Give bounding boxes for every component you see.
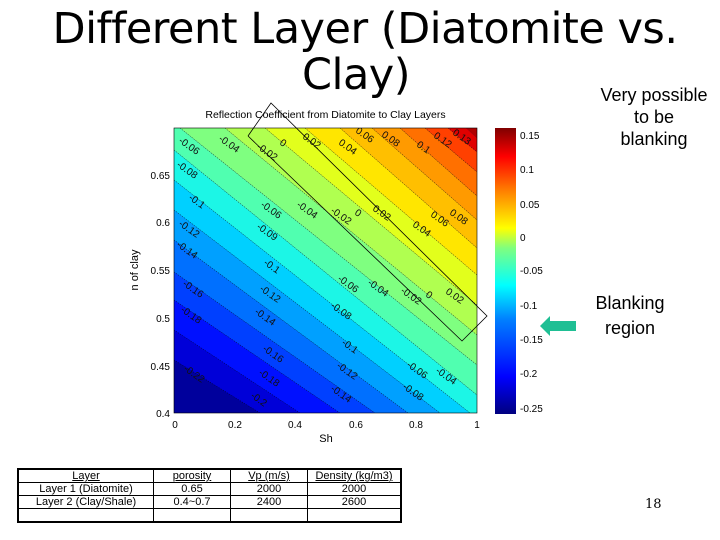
- svg-text:0: 0: [520, 233, 526, 244]
- svg-text:0.6: 0.6: [156, 218, 170, 229]
- table-row: [17, 508, 402, 523]
- plot-frame: [173, 127, 478, 414]
- svg-text:-0.05: -0.05: [520, 266, 543, 277]
- blanking-region-label: Blanking region: [585, 291, 675, 341]
- svg-text:0.2: 0.2: [228, 420, 242, 431]
- table-row: Layer 1 (Diatomite) 0.65 2000 2000: [17, 482, 402, 496]
- header-layer: Layer: [17, 468, 154, 483]
- svg-text:0.15: 0.15: [520, 131, 540, 142]
- blanking-note: Very possible to be blanking: [600, 85, 708, 149]
- svg-text:0.1: 0.1: [520, 165, 534, 176]
- table-header-row: Layer porosity Vp (m/s) Density (kg/m3): [17, 468, 402, 483]
- svg-text:1: 1: [474, 420, 480, 431]
- cell-porosity: [153, 508, 231, 523]
- svg-text:0.45: 0.45: [151, 362, 171, 373]
- svg-text:0.4: 0.4: [156, 409, 170, 420]
- cell-layer: Layer 1 (Diatomite): [17, 482, 154, 496]
- table-row: Layer 2 (Clay/Shale) 0.4~0.7 2400 2600: [17, 495, 402, 509]
- svg-text:-0.15: -0.15: [520, 335, 543, 346]
- cell-layer: [17, 508, 154, 523]
- svg-text:0.6: 0.6: [349, 420, 363, 431]
- contour-bands: -0.06 -0.04 -0.02 0 0.02 0.04 0.06 0.08 …: [174, 128, 477, 413]
- cell-porosity: 0.65: [153, 482, 231, 496]
- colorbar: [495, 128, 516, 414]
- slide-title-line1: Different Layer (Diatomite vs.: [52, 4, 678, 54]
- cell-vp: 2000: [230, 482, 308, 496]
- y-axis-ticks: 0.4 0.45 0.5 0.55 0.6 0.65: [151, 171, 171, 420]
- blanking-label-line2: region: [604, 318, 656, 338]
- contour-lines: [174, 128, 477, 413]
- page-number: 18: [645, 497, 662, 512]
- svg-text:0.05: 0.05: [520, 200, 540, 211]
- svg-text:0: 0: [423, 289, 434, 301]
- blanking-label-line1: Blanking: [595, 293, 665, 313]
- svg-text:0.55: 0.55: [151, 266, 171, 277]
- header-vp: Vp (m/s): [230, 468, 308, 483]
- slide-title-line2: Clay): [301, 50, 411, 100]
- svg-text:0.8: 0.8: [409, 420, 423, 431]
- slide-title: Different Layer (Diatomite vs. Clay): [0, 6, 720, 98]
- svg-text:0.4: 0.4: [288, 420, 302, 431]
- header-porosity: porosity: [153, 468, 231, 483]
- blanking-zone-outline: [247, 102, 488, 342]
- colorbar-ticks: 0.15 0.1 0.05 0 -0.05 -0.1 -0.15 -0.2 -0…: [520, 131, 543, 415]
- svg-text:0: 0: [277, 137, 288, 149]
- cell-density: 2600: [307, 495, 402, 509]
- svg-text:-0.25: -0.25: [520, 404, 543, 415]
- contour-stripes: [174, 128, 477, 413]
- cell-density: [307, 508, 402, 523]
- cell-porosity: 0.4~0.7: [153, 495, 231, 509]
- chart-title: Reflection Coefficient from Diatomite to…: [205, 109, 446, 121]
- svg-text:0.65: 0.65: [151, 171, 171, 182]
- y-axis-label: n of clay: [129, 249, 141, 290]
- svg-text:-0.2: -0.2: [520, 369, 538, 380]
- cell-vp: [230, 508, 308, 523]
- cell-vp: 2400: [230, 495, 308, 509]
- svg-text:0: 0: [352, 207, 363, 219]
- svg-text:-0.1: -0.1: [520, 301, 538, 312]
- svg-text:0: 0: [172, 420, 178, 431]
- blanking-arrow-icon: [540, 316, 576, 336]
- header-density: Density (kg/m3): [307, 468, 402, 483]
- layer-properties-table: Layer porosity Vp (m/s) Density (kg/m3) …: [17, 468, 402, 523]
- svg-text:0.5: 0.5: [156, 314, 170, 325]
- x-axis-ticks: 0 0.2 0.4 0.6 0.8 1: [172, 420, 480, 431]
- cell-density: 2000: [307, 482, 402, 496]
- x-axis-label: Sh: [319, 433, 332, 445]
- cell-layer: Layer 2 (Clay/Shale): [17, 495, 154, 509]
